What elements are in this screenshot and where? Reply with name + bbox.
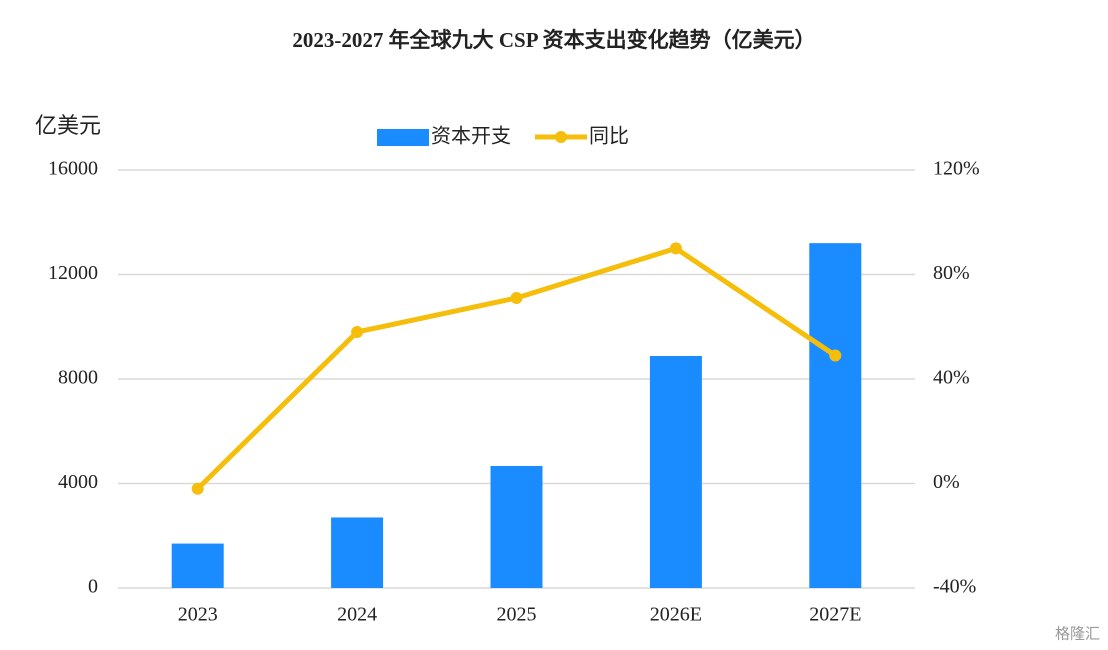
- line: [195, 245, 837, 491]
- point: [829, 349, 842, 362]
- bar: [490, 465, 543, 588]
- bar: [331, 517, 384, 588]
- x-tick-label: 2023: [178, 604, 218, 626]
- y2-tick-label: 0%: [933, 471, 960, 493]
- y2-tick-label: 120%: [933, 158, 980, 180]
- chart-title: 2023-2027 年全球九大 CSP 资本支出变化趋势（亿美元）: [292, 28, 815, 52]
- bar: [649, 356, 702, 588]
- y2-tick-label: 80%: [933, 262, 970, 284]
- legend-label: 同比: [589, 124, 629, 148]
- y-tick-label: 0: [88, 576, 98, 598]
- point: [191, 482, 204, 495]
- bar: [171, 543, 224, 588]
- y-tick-label: 8000: [58, 367, 98, 389]
- x-tick-label: 2025: [497, 604, 537, 626]
- x-tick-label: 2026E: [650, 604, 702, 626]
- x-tick-label: 2027E: [809, 604, 861, 626]
- legend-swatch: [377, 129, 429, 146]
- bar: [809, 243, 862, 588]
- point: [351, 325, 364, 338]
- y-axis-label: 亿美元: [35, 114, 101, 139]
- legend-swatch: [555, 131, 567, 143]
- y2-tick-label: 40%: [933, 367, 970, 389]
- watermark: 格隆汇: [1055, 625, 1100, 643]
- point: [669, 242, 682, 255]
- x-tick-label: 2024: [337, 604, 377, 626]
- y-tick-label: 12000: [48, 262, 98, 284]
- point: [510, 292, 523, 305]
- y2-tick-label: -40%: [933, 576, 976, 598]
- y-tick-label: 16000: [48, 158, 98, 180]
- legend-label: 资本开支: [431, 124, 511, 148]
- y-tick-label: 4000: [58, 471, 98, 493]
